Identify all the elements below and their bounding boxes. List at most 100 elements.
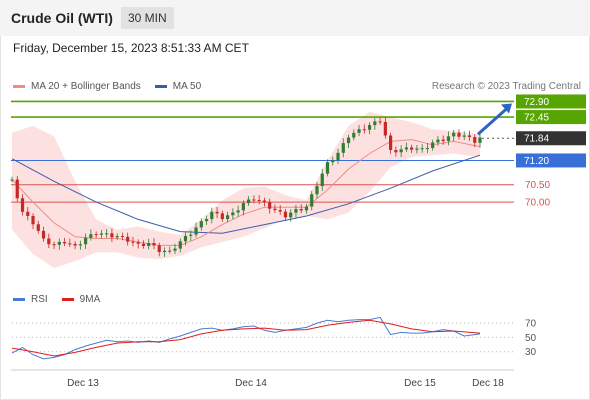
candle-body (325, 162, 330, 174)
candle-body (225, 215, 230, 220)
candle-body (378, 121, 382, 123)
level-tag-71.20 (516, 153, 586, 168)
level-label-70.50: 70.50 (525, 180, 550, 191)
candle-body (310, 194, 314, 207)
candle-body (147, 243, 151, 246)
x-tick-label: Dec 13 (67, 378, 99, 389)
candle-body (415, 148, 419, 150)
candles (10, 117, 482, 257)
candle-body (115, 236, 119, 238)
candle-body (52, 244, 56, 246)
ma50-legend-label: MA 50 (172, 81, 202, 92)
ma20-legend-label: MA 20 + Bollinger Bands (31, 81, 141, 92)
candle-body (373, 121, 377, 126)
candle-body (236, 210, 240, 213)
candle-body (357, 129, 361, 133)
candle-body (436, 139, 440, 143)
rsi-swatch (13, 298, 25, 301)
rsi-legend-label: RSI (31, 294, 48, 305)
candle-body (478, 137, 482, 143)
candle-body (247, 199, 251, 204)
candle-body (99, 233, 103, 235)
level-label-71.84: 71.84 (524, 134, 549, 145)
candle-body (278, 210, 282, 212)
candle-body (204, 219, 209, 222)
candle-body (320, 173, 324, 187)
candle-body (131, 241, 135, 243)
forecast-arrow-head (501, 103, 512, 114)
candle-body (68, 243, 72, 245)
candle-body (473, 137, 477, 143)
candle-body (120, 236, 125, 238)
candle-body (262, 200, 267, 203)
candle-body (273, 208, 277, 211)
candle-body (425, 147, 430, 149)
x-tick-label: Dec 15 (404, 378, 436, 389)
candle-body (399, 149, 403, 153)
candle-body (352, 132, 356, 138)
candle-body (57, 241, 61, 245)
candle-body (467, 135, 472, 138)
ma50-swatch (154, 85, 167, 88)
candle-body (41, 230, 46, 239)
candle-body (94, 234, 98, 236)
rsi-ma-legend-label: 9MA (79, 294, 101, 305)
rsi-legend: RSI 9MA (13, 294, 100, 305)
instrument-title: Crude Oil (WTI) (11, 10, 113, 26)
candle-body (268, 202, 272, 209)
candle-body (178, 241, 182, 249)
ma50-line (11, 154, 481, 234)
bollinger-band (12, 111, 480, 269)
ma20-swatch (13, 85, 25, 88)
level-label-72.90: 72.90 (524, 97, 549, 108)
candle-body (152, 243, 156, 246)
candle-body (231, 212, 235, 216)
candle-body (304, 206, 309, 211)
candle-body (331, 160, 335, 163)
level-label-72.45: 72.45 (524, 113, 549, 124)
rsi-line (11, 316, 481, 360)
x-tick-label: Dec 14 (235, 378, 267, 389)
candle-body (173, 248, 177, 251)
candle-body (257, 200, 261, 201)
candle-body (383, 121, 387, 136)
candle-body (346, 137, 351, 144)
candle-body (341, 143, 345, 153)
candle-body (462, 135, 466, 137)
price-legend: MA 20 + Bollinger Bands MA 50 (13, 81, 201, 92)
candle-body (20, 198, 25, 212)
candle-body (105, 233, 109, 235)
rsi-ma-swatch (61, 298, 74, 301)
candle-body (15, 179, 19, 199)
candle-body (420, 148, 424, 150)
candle-body (457, 132, 461, 137)
candle-body (410, 147, 414, 150)
candle-body (189, 234, 193, 236)
candle-body (241, 203, 245, 211)
candle-body (183, 235, 188, 242)
candle-body (299, 209, 303, 211)
candle-body (162, 250, 167, 253)
x-tick-label: Dec 18 (472, 378, 504, 389)
rsi-ma-line (11, 319, 481, 357)
candle-body (110, 233, 114, 238)
level-label-70.00: 70.00 (525, 198, 550, 209)
candle-body (220, 213, 224, 220)
candle-body (136, 242, 140, 244)
rsi-tick-label: 30 (525, 347, 537, 358)
candle-body (157, 245, 161, 253)
rsi-tick-label: 50 (525, 333, 537, 344)
level-label-71.20: 71.20 (524, 156, 549, 167)
candle-body (446, 136, 451, 142)
interval-badge[interactable]: 30 MIN (121, 7, 174, 29)
rsi-tick-label: 70 (525, 319, 537, 330)
candle-body (404, 147, 408, 150)
candle-body (336, 152, 340, 161)
candle-body (141, 243, 146, 246)
candle-body (367, 125, 372, 130)
chart-header: Crude Oil (WTI) 30 MIN (0, 0, 590, 36)
candle-body (78, 244, 82, 246)
candle-body (431, 142, 435, 148)
candle-body (194, 227, 198, 235)
candle-body (89, 234, 93, 238)
